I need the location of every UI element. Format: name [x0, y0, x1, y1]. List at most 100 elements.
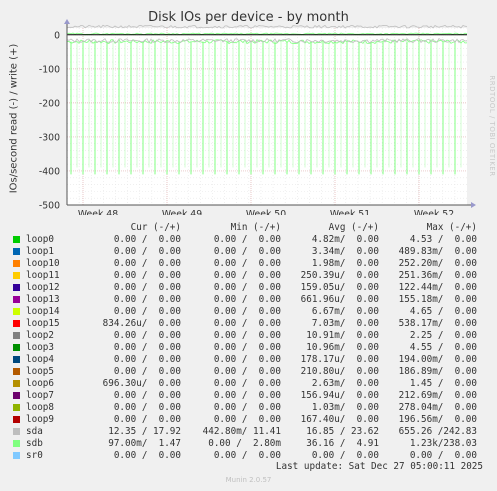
legend-cur: 97.00m/ 1.47 — [108, 438, 181, 449]
legend-cur: 12.35 / 17.92 — [108, 426, 181, 437]
legend-row: loop0 0.00 / 0.00 0.00 / 0.00 4.82m/ 0.00 4.… — [0, 234, 497, 246]
legend-max: 1.45 / 0.00 — [409, 378, 477, 389]
legend-row: loop10 0.00 / 0.00 0.00 / 0.00 1.98m/ 0.00 2… — [0, 258, 497, 270]
legend-header-min: Min (-/+) — [230, 222, 281, 233]
legend-swatch — [13, 368, 20, 375]
legend-min: 0.00 / 0.00 — [213, 306, 281, 317]
legend-device-name: loop13 — [26, 294, 60, 305]
x-tick-label: Week 52 — [414, 209, 454, 215]
legend-cur: 0.00 / 0.00 — [113, 450, 181, 461]
chart-title: Disk IOs per device - by month — [148, 10, 349, 25]
munin-version: Munin 2.0.57 — [225, 476, 272, 484]
legend-max: 186.89m/ 0.00 — [398, 366, 477, 377]
legend-min: 0.00 / 0.00 — [213, 414, 281, 425]
legend-device-name: loop1 — [26, 246, 54, 257]
axis-layer — [64, 19, 476, 208]
legend-min: 0.00 / 0.00 — [213, 402, 281, 413]
legend-cur: 0.00 / 0.00 — [113, 342, 181, 353]
disk-io-plot: 0 -100 -200 -300 -400 -500 Week 48 Week 49 Week … — [39, 19, 476, 215]
tick-labels: 0 -100 -200 -300 -400 -500 Week 48 Week 49 Week … — [39, 30, 454, 215]
legend-row: loop7 0.00 / 0.00 0.00 / 0.00 156.94u/ 0.00… — [0, 390, 497, 402]
legend-avg: 156.94u/ 0.00 — [300, 390, 379, 401]
legend-device-name: loop11 — [26, 270, 60, 281]
legend-avg: 10.91m/ 0.00 — [306, 330, 379, 341]
legend-avg: 1.98m/ 0.00 — [311, 258, 379, 269]
legend-avg: 7.03m/ 0.00 — [311, 318, 379, 329]
legend-swatch — [13, 356, 20, 363]
x-tick-label: Week 49 — [162, 209, 202, 215]
legend-swatch — [13, 392, 20, 399]
legend-row: sda 12.35 / 17.92 442.80m/ 11.41 16.85 / 23… — [0, 426, 497, 438]
legend-avg: 36.16 / 4.91 — [306, 438, 379, 449]
legend-device-name: sr0 — [26, 450, 43, 461]
legend-max: 4.55 / 0.00 — [409, 342, 477, 353]
legend-avg: 661.96u/ 0.00 — [300, 294, 379, 305]
sda-read-line — [66, 38, 468, 44]
legend-min: 0.00 / 0.00 — [213, 294, 281, 305]
legend-swatch — [13, 416, 20, 423]
legend-device-name: loop8 — [26, 402, 54, 413]
legend-device-name: loop6 — [26, 378, 54, 389]
legend-row: loop6 696.30u/ 0.00 0.00 / 0.00 2.63m/ 0.00… — [0, 378, 497, 390]
legend-device-name: loop0 — [26, 234, 54, 245]
legend-device-name: loop5 — [26, 366, 54, 377]
legend-row: loop8 0.00 / 0.00 0.00 / 0.00 1.03m/ 0.00 27… — [0, 402, 497, 414]
y-tick-label: -200 — [39, 98, 60, 109]
legend-cur: 834.26u/ 0.00 — [102, 318, 181, 329]
series-layer — [66, 24, 468, 175]
legend-min: 0.00 / 0.00 — [213, 366, 281, 377]
legend-row: loop1 0.00 / 0.00 0.00 / 0.00 3.34m/ 0.00 48… — [0, 246, 497, 258]
legend-device-name: sdb — [26, 438, 43, 449]
legend-max: 2.25 / 0.00 — [409, 330, 477, 341]
legend-cur: 0.00 / 0.00 — [113, 246, 181, 257]
legend-max: 278.04m/ 0.00 — [398, 402, 477, 413]
legend-swatch — [13, 428, 20, 435]
legend-row: sdb 97.00m/ 1.47 0.00 / 2.80m 36.16 / 4.91 1… — [0, 438, 497, 450]
legend-cur: 0.00 / 0.00 — [113, 390, 181, 401]
legend-device-name: loop2 — [26, 330, 54, 341]
legend-device-name: loop7 — [26, 390, 54, 401]
y-tick-label: 0 — [54, 30, 60, 41]
legend-avg: 159.05u/ 0.00 — [300, 282, 379, 293]
legend-min: 0.00 / 0.00 — [213, 246, 281, 257]
legend-header-cur: Cur (-/+) — [130, 222, 181, 233]
legend-device-name: loop9 — [26, 414, 54, 425]
legend-header-avg: Avg (-/+) — [328, 222, 379, 233]
legend-swatch — [13, 404, 20, 411]
legend-max: 1.23k/238.03 — [409, 438, 477, 449]
legend-avg: 1.03m/ 0.00 — [311, 402, 379, 413]
legend-row: loop14 0.00 / 0.00 0.00 / 0.00 6.67m/ 0.00 4… — [0, 306, 497, 318]
legend-row: loop12 0.00 / 0.00 0.00 / 0.00 159.05u/ 0.0… — [0, 282, 497, 294]
legend-swatch — [13, 236, 20, 243]
legend-device-name: loop15 — [26, 318, 60, 329]
y-tick-label: -400 — [39, 166, 60, 177]
legend-min: 0.00 / 0.00 — [213, 330, 281, 341]
grid-lines — [67, 27, 467, 206]
legend-row: loop5 0.00 / 0.00 0.00 / 0.00 210.80u/ 0.00… — [0, 366, 497, 378]
legend-device-name: loop12 — [26, 282, 60, 293]
x-tick-label: Week 51 — [330, 209, 370, 215]
last-update: Last update: Sat Dec 27 05:00:11 2025 — [275, 461, 483, 472]
legend-max: 655.26 /242.83 — [398, 426, 477, 437]
legend-cur: 696.30u/ 0.00 — [102, 378, 181, 389]
legend-min: 0.00 / 0.00 — [213, 378, 281, 389]
legend-avg: 210.80u/ 0.00 — [300, 366, 379, 377]
legend-avg: 167.40u/ 0.00 — [300, 414, 379, 425]
legend-max: 212.69m/ 0.00 — [398, 390, 477, 401]
legend-avg: 250.39u/ 0.00 — [300, 270, 379, 281]
sda-write-line — [66, 24, 468, 29]
legend-max: 196.56m/ 0.00 — [398, 414, 477, 425]
x-tick-label: Week 50 — [246, 209, 286, 215]
legend-swatch — [13, 248, 20, 255]
legend-row: loop4 0.00 / 0.00 0.00 / 0.00 178.17u/ 0.00… — [0, 354, 497, 366]
legend-min: 0.00 / 0.00 — [213, 450, 281, 461]
legend-max: 251.36m/ 0.00 — [398, 270, 477, 281]
legend-swatch — [13, 452, 20, 459]
legend-cur: 0.00 / 0.00 — [113, 330, 181, 341]
legend-swatch — [13, 332, 20, 339]
legend-max: 0.00 / 0.00 — [409, 450, 477, 461]
legend-max: 538.17m/ 0.00 — [398, 318, 477, 329]
legend-cur: 0.00 / 0.00 — [113, 234, 181, 245]
legend-min: 0.00 / 0.00 — [213, 258, 281, 269]
legend-row: loop11 0.00 / 0.00 0.00 / 0.00 250.39u/ 0.0… — [0, 270, 497, 282]
